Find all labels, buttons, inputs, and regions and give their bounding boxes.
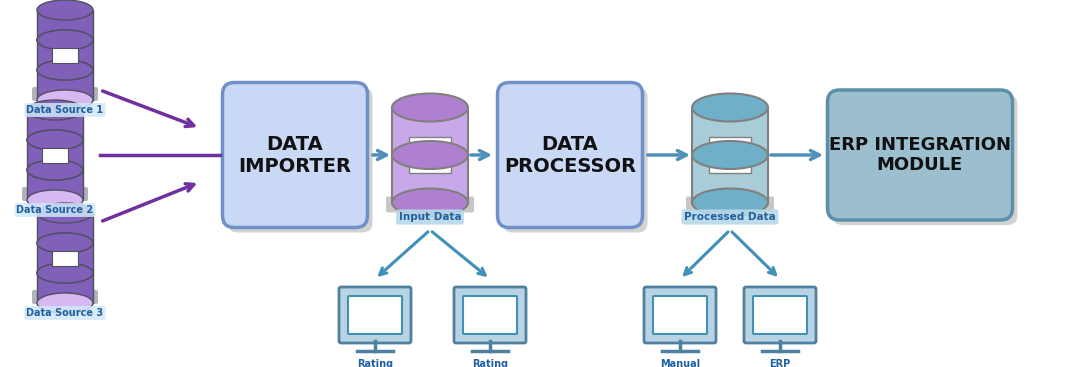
Text: DATA
PROCESSOR: DATA PROCESSOR xyxy=(504,134,636,175)
Bar xyxy=(27,110,83,140)
Ellipse shape xyxy=(37,203,93,223)
Text: ERP
rating: ERP rating xyxy=(764,359,797,367)
FancyBboxPatch shape xyxy=(502,87,648,233)
FancyBboxPatch shape xyxy=(653,296,707,334)
Bar xyxy=(37,40,93,70)
Text: Data Source 1: Data Source 1 xyxy=(26,105,104,115)
FancyBboxPatch shape xyxy=(686,196,774,212)
FancyBboxPatch shape xyxy=(386,196,474,212)
FancyBboxPatch shape xyxy=(833,95,1017,225)
Bar xyxy=(37,10,93,40)
Ellipse shape xyxy=(27,190,83,210)
Bar xyxy=(37,273,93,303)
FancyBboxPatch shape xyxy=(228,87,373,233)
Bar xyxy=(53,47,78,62)
Ellipse shape xyxy=(392,189,468,217)
FancyBboxPatch shape xyxy=(744,287,816,343)
Ellipse shape xyxy=(37,0,93,20)
Ellipse shape xyxy=(692,141,768,169)
Ellipse shape xyxy=(37,293,93,313)
Ellipse shape xyxy=(27,130,83,150)
Ellipse shape xyxy=(37,263,93,283)
FancyBboxPatch shape xyxy=(222,83,367,228)
Text: ERP INTEGRATION
MODULE: ERP INTEGRATION MODULE xyxy=(829,135,1011,174)
FancyBboxPatch shape xyxy=(32,290,98,304)
Ellipse shape xyxy=(27,100,83,120)
FancyBboxPatch shape xyxy=(348,296,402,334)
FancyBboxPatch shape xyxy=(339,287,411,343)
Bar xyxy=(409,137,451,173)
Text: Data Source 3: Data Source 3 xyxy=(26,308,104,318)
Ellipse shape xyxy=(37,60,93,80)
Ellipse shape xyxy=(37,263,93,283)
Ellipse shape xyxy=(37,60,93,80)
Bar xyxy=(37,243,93,273)
FancyBboxPatch shape xyxy=(32,87,98,101)
FancyBboxPatch shape xyxy=(753,296,807,334)
Ellipse shape xyxy=(37,30,93,50)
Text: Rating
prices: Rating prices xyxy=(472,359,508,367)
Ellipse shape xyxy=(392,141,468,169)
Ellipse shape xyxy=(27,160,83,180)
FancyBboxPatch shape xyxy=(454,287,526,343)
Bar xyxy=(692,108,768,203)
Bar xyxy=(392,108,468,203)
Text: Rating
rating rules: Rating rating rules xyxy=(342,359,407,367)
FancyBboxPatch shape xyxy=(22,187,87,201)
Bar xyxy=(37,70,93,100)
Bar xyxy=(37,213,93,243)
Ellipse shape xyxy=(27,130,83,150)
Bar xyxy=(42,148,68,163)
Ellipse shape xyxy=(27,160,83,180)
Bar xyxy=(53,251,78,265)
Bar xyxy=(710,137,751,173)
Text: Data Source 2: Data Source 2 xyxy=(16,205,94,215)
Ellipse shape xyxy=(37,90,93,110)
Text: Input Data: Input Data xyxy=(399,212,461,222)
FancyBboxPatch shape xyxy=(463,296,517,334)
FancyBboxPatch shape xyxy=(644,287,716,343)
Bar xyxy=(27,170,83,200)
Ellipse shape xyxy=(392,94,468,121)
Ellipse shape xyxy=(37,233,93,253)
Text: Manual
rating: Manual rating xyxy=(660,359,700,367)
Ellipse shape xyxy=(692,189,768,217)
Text: DATA
IMPORTER: DATA IMPORTER xyxy=(239,134,351,175)
FancyBboxPatch shape xyxy=(498,83,643,228)
Ellipse shape xyxy=(37,30,93,50)
Bar xyxy=(27,140,83,170)
FancyBboxPatch shape xyxy=(827,90,1013,220)
Ellipse shape xyxy=(692,94,768,121)
Ellipse shape xyxy=(37,233,93,253)
Text: Processed Data: Processed Data xyxy=(684,212,775,222)
